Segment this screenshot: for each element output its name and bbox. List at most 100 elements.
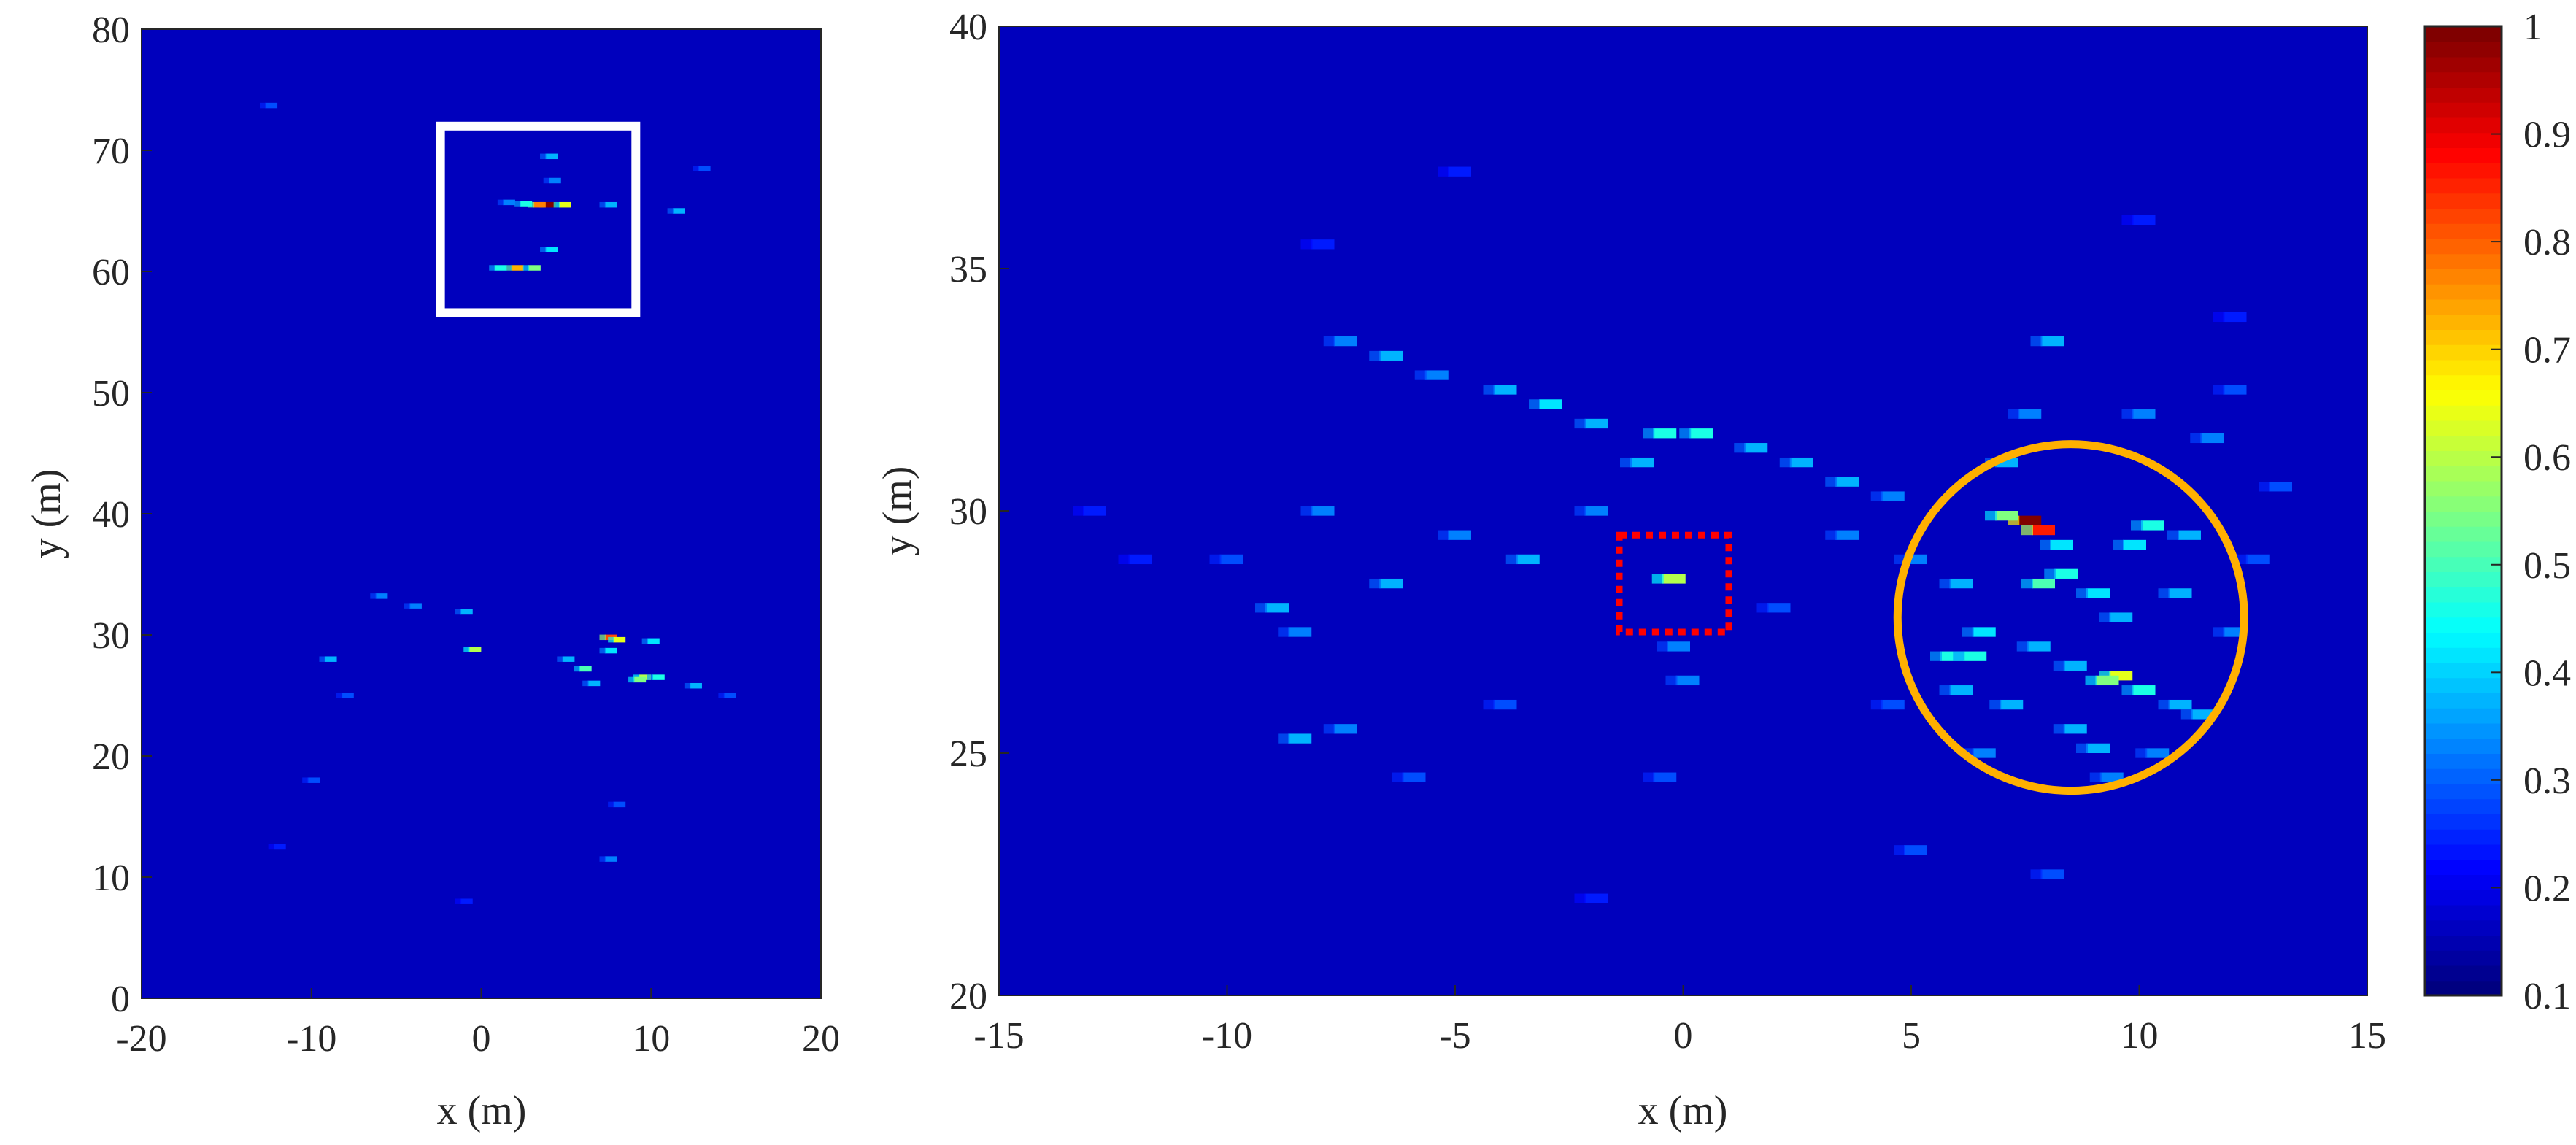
heatmap-cell-halo: [2213, 312, 2225, 323]
colorbar-segment: [2425, 920, 2502, 936]
heatmap-cell: [1689, 428, 1713, 439]
colorbar-tick-label: 0.7: [2523, 330, 2571, 371]
colorbar-frame: [2423, 25, 2503, 997]
heatmap-cell-halo: [628, 676, 635, 683]
plot-background: [999, 26, 2367, 995]
heatmap-cell: [2269, 482, 2292, 492]
heatmap-cell-halo: [404, 603, 411, 609]
heatmap-cell: [1881, 491, 1905, 501]
heatmap-cell-halo: [1756, 603, 1769, 613]
x-tick-label: -15: [973, 1015, 1024, 1057]
heatmap-cell: [545, 153, 558, 160]
heatmap-cell-halo: [1505, 554, 1518, 565]
colorbar-segment: [2425, 904, 2502, 921]
colorbar-segment: [2425, 208, 2502, 224]
heatmap-cell: [690, 682, 702, 689]
heatmap-cell-halo: [1870, 699, 1883, 710]
colorbar-segment: [2425, 828, 2502, 845]
heatmap-cell-halo: [497, 199, 504, 206]
x-tick-label: 0: [1674, 1015, 1693, 1057]
heatmap-cell-halo: [1679, 428, 1692, 439]
heatmap-cell: [1311, 506, 1335, 516]
heatmap-cell-halo: [2121, 215, 2134, 225]
heatmap-cell: [1835, 477, 1859, 487]
heatmap-cell: [613, 801, 626, 808]
colorbar-segment: [2425, 162, 2502, 179]
heatmap-cell: [1630, 457, 1654, 468]
heatmap-cell: [604, 647, 617, 654]
colorbar-segment: [2425, 359, 2502, 376]
heatmap-cell: [2109, 612, 2133, 622]
colorbar-segment: [2425, 465, 2502, 482]
heatmap-cell-halo: [582, 680, 589, 687]
heatmap-cell-halo: [2085, 675, 2097, 686]
colorbar-segment: [2425, 253, 2502, 269]
heatmap-cell: [1653, 428, 1677, 439]
heatmap-cell-halo: [1825, 530, 1837, 540]
colorbar-segment: [2425, 693, 2502, 709]
zoom-x-axis-label: x (m): [1638, 1088, 1728, 1133]
y-tick-label: 30: [949, 491, 987, 533]
colorbar-segment: [2425, 874, 2502, 890]
heatmap-cell: [2245, 554, 2270, 565]
heatmap-cell-halo: [514, 201, 521, 207]
heatmap-cell: [307, 777, 320, 783]
heatmap-cell: [2223, 385, 2247, 395]
colorbar-segment: [2425, 177, 2502, 194]
heatmap-cell: [1516, 554, 1540, 565]
heatmap-cell-halo: [557, 656, 563, 662]
heatmap-cell: [2018, 409, 2042, 419]
heatmap-cell: [1448, 166, 1471, 177]
heatmap-cell: [1881, 699, 1905, 710]
heatmap-cell-halo: [522, 265, 530, 271]
heatmap-cell: [652, 674, 665, 680]
colorbar: 0.1 0.2 0.3 0.4 0.5 0.6 0.7 0.8 0.9 1: [2423, 7, 2571, 1017]
heatmap-cell-halo: [2099, 612, 2111, 622]
heatmap-cell: [558, 201, 571, 208]
heatmap-cell-halo: [1529, 399, 1540, 409]
heatmap-cell-halo: [2076, 588, 2088, 598]
heatmap-cell-halo: [1300, 506, 1313, 516]
y-tick-label: 25: [949, 733, 987, 775]
heatmap-cell-halo: [2121, 685, 2134, 695]
heatmap-cell-halo: [641, 638, 649, 644]
heatmap-cell-halo: [543, 177, 550, 184]
y-tick-label: 80: [92, 9, 130, 51]
x-tick-label: 0: [472, 1018, 491, 1060]
heatmap-cell: [1904, 845, 1927, 855]
heatmap-cell-halo: [2016, 641, 2029, 652]
heatmap-cell: [633, 676, 647, 683]
heatmap-cell-halo: [2158, 699, 2170, 710]
heatmap-cell: [1963, 651, 1987, 661]
heatmap-cell-halo: [2044, 568, 2056, 579]
heatmap-cell-halo: [2190, 433, 2202, 444]
heatmap-cell: [2063, 660, 2087, 671]
heatmap-cell: [2223, 312, 2247, 323]
colorbar-segment: [2425, 269, 2502, 285]
heatmap-cell: [604, 201, 617, 208]
heatmap-cell: [1972, 627, 1996, 637]
heatmap-cell: [549, 177, 561, 184]
heatmap-cell-halo: [1323, 724, 1335, 734]
heatmap-cell-halo: [1989, 699, 2002, 710]
heatmap-cell-halo: [684, 682, 691, 689]
heatmap-cell: [503, 199, 515, 206]
heatmap-cell: [723, 693, 736, 698]
heatmap-cell: [2032, 525, 2055, 536]
heatmap-cell-halo: [1209, 554, 1222, 565]
heatmap-cell-halo: [1665, 675, 1678, 686]
heatmap-cell-halo: [599, 647, 606, 654]
heatmap-cell-halo: [506, 265, 512, 271]
heatmap-cell-halo: [2030, 869, 2043, 879]
heatmap-cell: [2032, 578, 2055, 589]
heatmap-cell: [1584, 418, 1608, 429]
heatmap-cell-halo: [667, 208, 674, 214]
heatmap-cell: [460, 609, 473, 615]
heatmap-cell-halo: [2021, 578, 2033, 589]
colorbar-segment: [2425, 420, 2502, 436]
heatmap-cell: [544, 201, 556, 208]
colorbar-segment: [2425, 889, 2502, 906]
heatmap-cell: [2040, 336, 2064, 347]
heatmap-cell: [1288, 627, 1312, 637]
